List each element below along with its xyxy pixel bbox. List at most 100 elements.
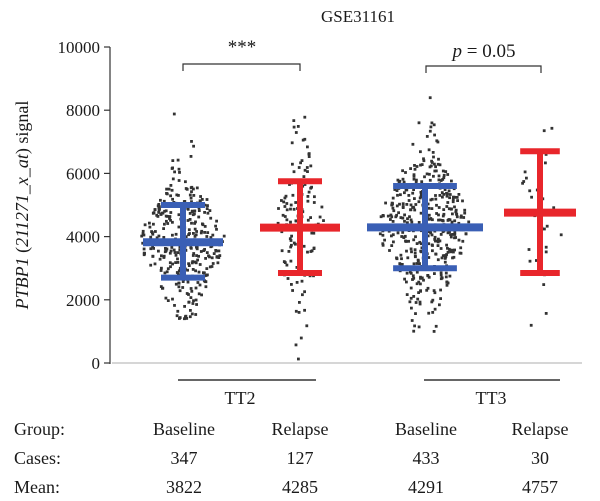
data-point (291, 162, 294, 166)
data-point (401, 202, 405, 206)
data-point (428, 217, 431, 221)
data-point (196, 281, 200, 284)
data-point (451, 248, 454, 252)
data-point (459, 246, 463, 250)
data-point (174, 253, 178, 257)
data-point (292, 125, 296, 129)
data-point (405, 271, 409, 275)
table-row-label: Mean: (14, 477, 60, 497)
data-point (440, 191, 444, 194)
data-point (294, 219, 298, 223)
data-point (196, 258, 199, 262)
data-point (173, 251, 177, 254)
table-cell: 4291 (408, 477, 444, 497)
data-point (409, 218, 413, 222)
data-point (171, 177, 175, 181)
data-point (544, 245, 548, 249)
data-point (419, 195, 423, 199)
data-point (192, 144, 195, 148)
data-point (305, 166, 309, 169)
data-point (289, 245, 293, 249)
data-point (303, 137, 307, 141)
y-tick-label: 0 (92, 354, 101, 373)
data-point (203, 211, 206, 214)
data-point (203, 248, 206, 251)
data-point (446, 246, 449, 250)
data-point (183, 305, 186, 308)
data-point (413, 324, 416, 328)
data-point (428, 178, 432, 182)
table-cell: Relapse (512, 419, 569, 439)
data-point (290, 141, 294, 145)
data-point (404, 240, 408, 243)
data-point (420, 180, 424, 184)
data-point (426, 234, 430, 238)
data-point (433, 235, 437, 239)
data-point (438, 303, 441, 307)
data-point (464, 232, 468, 236)
data-point (408, 215, 411, 219)
data-point (177, 285, 181, 289)
data-point (405, 293, 409, 296)
data-point (409, 286, 413, 290)
data-point (169, 194, 172, 198)
significance-annotations: *** p = 0.05 (182, 37, 542, 73)
data-point (457, 238, 461, 242)
data-point (303, 183, 307, 186)
table-cell: Baseline (395, 419, 457, 439)
data-point (190, 140, 193, 143)
data-point (403, 277, 406, 281)
data-point (439, 288, 442, 292)
data-point (171, 159, 175, 162)
data-point (285, 218, 289, 222)
data-point (427, 311, 431, 315)
significance-label-text: *** (228, 37, 257, 58)
data-point (318, 215, 322, 219)
data-point (292, 170, 296, 174)
data-point (187, 233, 190, 237)
data-point (176, 158, 180, 162)
significance-label: p = 0.05 (451, 41, 516, 62)
data-point (148, 221, 151, 225)
data-point (307, 155, 311, 158)
data-point (441, 214, 445, 218)
data-point (141, 229, 145, 233)
data-point (448, 218, 452, 222)
data-point (217, 256, 221, 259)
data-point (438, 218, 442, 222)
data-point (406, 221, 409, 225)
data-point (197, 292, 201, 296)
data-point (143, 223, 147, 227)
significance-bracket (182, 63, 301, 71)
data-point (389, 213, 393, 217)
y-tick-group: 0 2000 4000 6000 8000 10000 (58, 38, 110, 373)
data-point (528, 259, 532, 263)
data-point (446, 250, 450, 254)
data-point (198, 199, 202, 203)
data-point (168, 215, 172, 218)
data-point (177, 213, 181, 217)
data-point (294, 343, 298, 347)
data-point (188, 193, 192, 197)
data-point (162, 254, 166, 258)
data-point (401, 169, 404, 173)
data-point (420, 276, 424, 280)
data-point (417, 280, 421, 284)
data-point (289, 239, 293, 242)
data-point (412, 262, 416, 266)
data-point (193, 235, 197, 238)
data-point (167, 187, 171, 191)
data-point (142, 253, 146, 257)
data-point (306, 195, 310, 198)
data-point (194, 313, 198, 316)
data-point (416, 258, 420, 262)
data-point (164, 214, 168, 218)
data-point (193, 222, 196, 225)
data-point (183, 317, 186, 321)
data-point (204, 274, 208, 277)
data-point (169, 218, 172, 222)
data-point (413, 251, 417, 255)
data-point (409, 203, 413, 207)
table-cell: 30 (531, 448, 549, 468)
data-point (413, 248, 417, 252)
